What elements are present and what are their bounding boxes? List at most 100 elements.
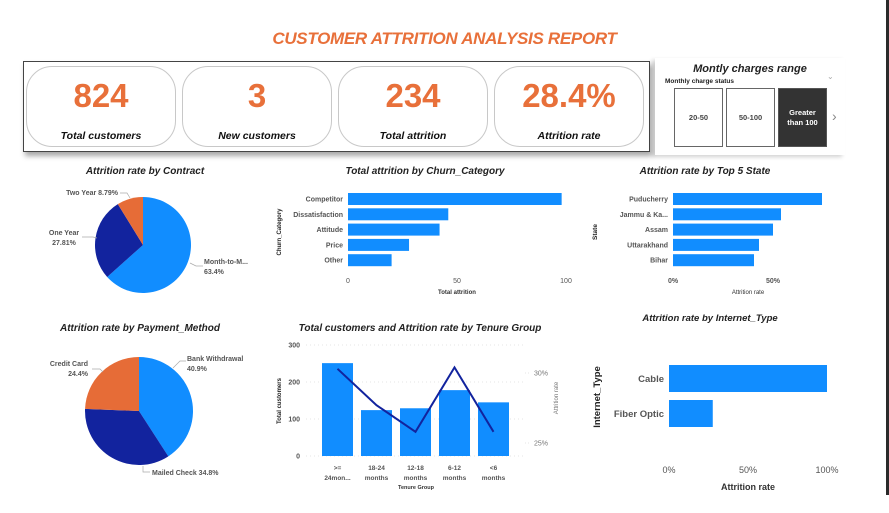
pie-label: Month-to-M... (204, 259, 248, 266)
category-label: Other (324, 258, 343, 265)
slicer-option-label: 20-50 (688, 112, 709, 122)
monthly-charges-slicer: Montly charges range Monthly charge stat… (655, 58, 845, 155)
bar (348, 223, 440, 236)
bar (348, 208, 449, 221)
kpi-card-total-customers: 824 Total customers (26, 66, 176, 147)
x-axis-title: Attrition rate (732, 290, 765, 296)
x-tick-label: 24mon... (324, 475, 351, 482)
leader-line (142, 466, 150, 473)
chart-title-state: Attrition rate by Top 5 State (639, 166, 771, 177)
category-label: Competitor (306, 196, 344, 203)
kpi-card-attrition-rate: 28.4% Attrition rate (494, 66, 644, 147)
pie-value: 27.81% (52, 240, 77, 247)
pie-label: Two Year 8.79% (66, 190, 119, 197)
chevron-right-icon[interactable]: › (832, 108, 837, 124)
x-tick-label: months (443, 475, 467, 482)
kpi-card-total-attrition: 234 Total attrition (338, 66, 488, 147)
bar (478, 402, 509, 456)
y2-tick-label: 30% (534, 371, 548, 378)
x-tick-label: 100 (560, 278, 572, 285)
pie-slice-bank-withdrawal (139, 357, 193, 457)
bar (673, 208, 781, 221)
slicer-option-greater-than-100[interactable]: Greater than 100 (778, 88, 827, 147)
x-tick-label: 12-18 (407, 465, 424, 472)
leader-line (92, 368, 104, 373)
kpi-value: 28.4% (522, 77, 616, 114)
slicer-option-20-50[interactable]: 20-50 (674, 88, 723, 147)
kpi-label: Attrition rate (537, 130, 601, 142)
pie-label: Credit Card (50, 361, 88, 368)
category-label: Price (326, 242, 343, 249)
bar (669, 365, 827, 392)
chart-title-payment: Attrition rate by Payment_Method (59, 323, 221, 334)
chart-title-contract: Attrition rate by Contract (85, 166, 205, 177)
pie-value: 63.4% (204, 269, 225, 276)
chart-title-churn: Total attrition by Churn_Category (345, 166, 505, 177)
slicer-subtitle: Monthly charge status (665, 78, 734, 85)
category-label: Attitude (317, 227, 344, 234)
x-tick-label: 0 (346, 278, 350, 285)
category-label: Bihar (650, 258, 668, 265)
bar (348, 254, 392, 267)
category-label: Uttarakhand (627, 242, 668, 249)
x-tick-label: 6-12 (448, 465, 461, 472)
bar (673, 193, 822, 205)
pie-label: One Year (49, 230, 80, 237)
bar (673, 238, 759, 251)
kpi-label: Total customers (60, 130, 142, 142)
pie-value: 40.9% (187, 366, 208, 373)
x-tick-label: 50% (766, 278, 781, 285)
bar (361, 410, 392, 456)
bar (673, 223, 773, 236)
leader-line (189, 262, 203, 267)
pie-slice-one-year (95, 204, 143, 277)
slicer-option-50-100[interactable]: 50-100 (726, 88, 775, 147)
category-label: Jammu & Ka... (620, 212, 668, 219)
x-tick-label: <6 (490, 465, 498, 472)
slicer-option-label: 50-100 (738, 112, 763, 122)
pie-label: Bank Withdrawal (187, 356, 243, 363)
y2-axis-title: Attrition rate (554, 381, 560, 414)
kpi-value: 824 (73, 77, 129, 114)
bar (322, 363, 353, 456)
x-tick-label: 18-24 (368, 465, 385, 472)
chart-title-tenure: Total customers and Attrition rate by Te… (298, 323, 542, 334)
x-tick-label: months (404, 475, 428, 482)
leader-line (120, 192, 131, 199)
kpi-card-group: 824 Total customers 3 New customers 234 … (23, 61, 650, 152)
y-tick-label: 0 (296, 454, 300, 461)
x-tick-label: months (365, 475, 389, 482)
x-tick-label: 0% (668, 278, 679, 285)
report-title: CUSTOMER ATTRITION ANALYSIS REPORT (272, 29, 617, 48)
y2-tick-label: 25% (534, 441, 548, 448)
x-tick-label: >= (334, 465, 342, 472)
kpi-value: 234 (385, 77, 441, 114)
kpi-value: 3 (247, 77, 267, 114)
y-axis-title: State (592, 224, 599, 240)
kpi-label: New customers (218, 130, 296, 142)
category-label: Assam (645, 227, 668, 234)
kpi-card-new-customers: 3 New customers (182, 66, 332, 147)
y-tick-label: 100 (288, 417, 300, 424)
y-tick-label: 200 (288, 380, 300, 387)
y-axis-title: Internet_Type (592, 366, 603, 428)
pie-label: Mailed Check 34.8% (152, 470, 219, 477)
category-label: Puducherry (629, 196, 668, 203)
bar (348, 238, 410, 251)
bar (669, 400, 713, 427)
slicer-title: Montly charges range (693, 63, 807, 75)
x-tick-label: 100% (815, 465, 838, 475)
x-tick-label: 0% (662, 465, 675, 475)
bar (348, 193, 562, 205)
pie-value: 24.4% (68, 371, 89, 378)
x-tick-label: months (482, 475, 506, 482)
leader-line (172, 360, 186, 369)
pie-slice-month-to-m- (107, 197, 191, 293)
kpi-label: Total attrition (379, 130, 447, 142)
x-tick-label: 50 (453, 278, 461, 285)
chevron-down-icon[interactable]: ⌄ (827, 72, 834, 81)
y-tick-label: 300 (288, 343, 300, 350)
x-axis-title: Tenure Group (398, 485, 435, 491)
x-axis-title: Attrition rate (721, 482, 775, 492)
